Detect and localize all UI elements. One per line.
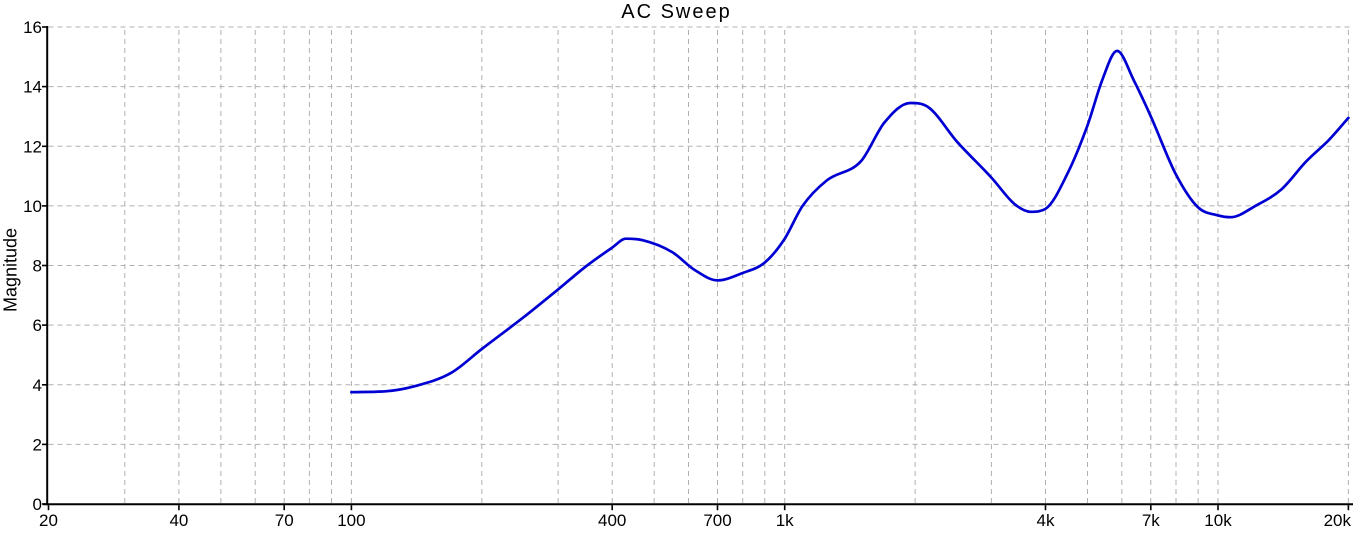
y-tick-label: 14 — [23, 78, 42, 97]
x-tick-label: 1k — [776, 511, 794, 530]
x-tick-labels: 20 40 70 100 400 700 1k 4k 7k 10k 20k — [39, 511, 1351, 530]
x-tick-label: 40 — [169, 511, 188, 530]
y-tick-label: 4 — [33, 376, 42, 395]
series — [351, 51, 1348, 392]
x-tick-label: 10k — [1204, 511, 1232, 530]
x-tick-label: 700 — [703, 511, 731, 530]
y-tick-label: 8 — [33, 257, 42, 276]
y-tick-label: 12 — [23, 137, 42, 156]
x-tick-label: 7k — [1142, 511, 1160, 530]
gridlines — [49, 27, 1353, 503]
x-tick-label: 400 — [598, 511, 626, 530]
x-tick-label: 20k — [1324, 511, 1352, 530]
y-tick-label: 6 — [33, 316, 42, 335]
x-tick-label: 4k — [1037, 511, 1055, 530]
y-tick-label: 10 — [23, 197, 42, 216]
y-axis-title: Magnitude — [1, 228, 22, 312]
x-tick-label: 20 — [39, 511, 58, 530]
y-tick-label: 2 — [33, 435, 42, 454]
magnitude-curve — [351, 51, 1348, 392]
x-tick-label: 70 — [275, 511, 294, 530]
chart-title: AC Sweep — [0, 1, 1353, 24]
x-tick-label: 100 — [337, 511, 365, 530]
tick-marks — [42, 27, 1348, 510]
